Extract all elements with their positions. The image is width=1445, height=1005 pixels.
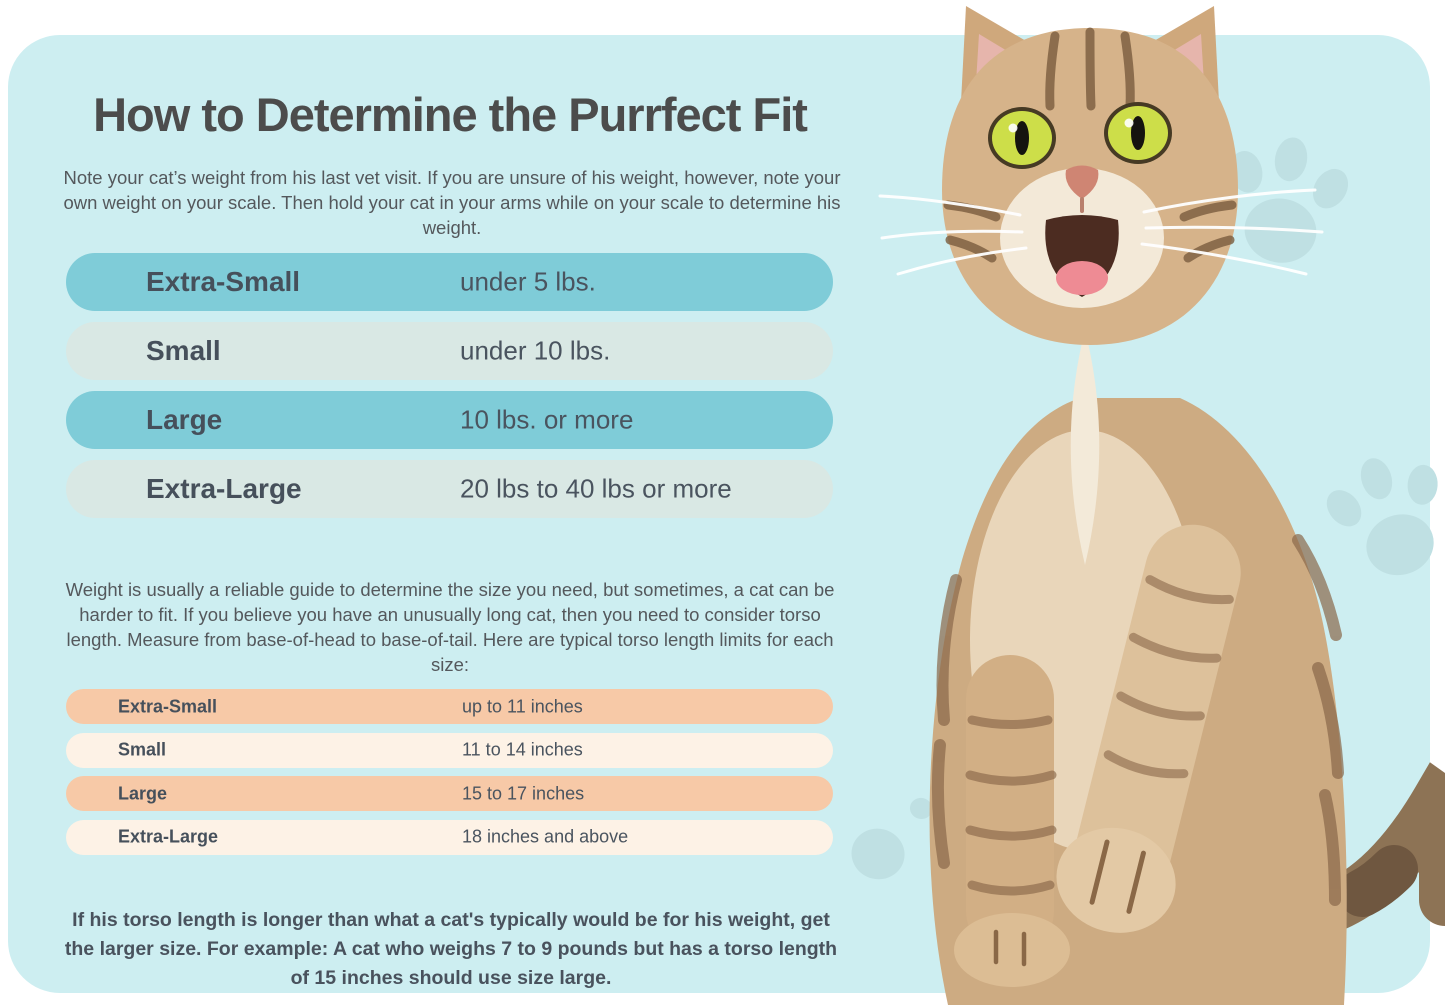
- size-label: Extra-Small: [118, 696, 218, 716]
- weight-value: under 10 lbs.: [460, 335, 611, 366]
- cat-raised-paw: [1056, 524, 1241, 933]
- cat-nose: [1065, 165, 1099, 199]
- torso-value: 11 to 14 inches: [462, 739, 583, 760]
- paw-print-icon: [1326, 458, 1438, 576]
- size-label: Large: [118, 783, 168, 803]
- table-row: Extra-Large 20 lbs to 40 lbs or more: [66, 460, 833, 518]
- table-row: Extra-Small under 5 lbs.: [66, 253, 833, 311]
- torso-value: 15 to 17 inches: [462, 783, 585, 803]
- size-label: Large: [146, 404, 223, 435]
- footer-note: If his torso length is longer than what …: [64, 908, 838, 989]
- torso-value: 18 inches and above: [462, 826, 629, 847]
- weight-value: under 5 lbs.: [460, 266, 596, 297]
- cat-eyes: [988, 102, 1172, 169]
- size-label: Small: [118, 739, 167, 760]
- size-label: Extra-Large: [118, 826, 219, 847]
- weight-value: 10 lbs. or more: [460, 404, 634, 435]
- table-row: Extra-Large 18 inches and above: [66, 819, 833, 855]
- page-title: How to Determine the Purrfect Fit: [93, 88, 808, 142]
- torso-intro-paragraph: Weight is usually a reliable guide to de…: [65, 578, 835, 675]
- cat-photo: [878, 6, 1445, 1005]
- weight-size-table: Extra-Small under 5 lbs. Small under 10 …: [66, 253, 833, 518]
- weight-value: 20 lbs to 40 lbs or more: [460, 473, 732, 504]
- cat-head: [878, 6, 1324, 345]
- size-label: Extra-Large: [146, 473, 302, 504]
- table-row: Small 11 to 14 inches: [66, 732, 833, 768]
- table-row: Large 15 to 17 inches: [66, 776, 833, 811]
- torso-value: up to 11 inches: [462, 696, 583, 716]
- table-row: Large 10 lbs. or more: [66, 391, 833, 449]
- size-label: Small: [146, 335, 221, 366]
- intro-paragraph: Note your cat’s weight from his last vet…: [63, 166, 841, 238]
- torso-length-table: Extra-Small up to 11 inches Small 11 to …: [66, 689, 833, 855]
- size-label: Extra-Small: [146, 266, 301, 297]
- table-row: Small under 10 lbs.: [66, 322, 833, 380]
- table-row: Extra-Small up to 11 inches: [66, 689, 833, 724]
